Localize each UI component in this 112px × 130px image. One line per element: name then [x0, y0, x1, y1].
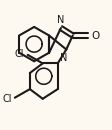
Text: N: N — [60, 53, 68, 63]
Text: O: O — [91, 31, 99, 41]
Text: Cl: Cl — [2, 94, 12, 104]
Text: Cl: Cl — [15, 49, 25, 59]
Text: N: N — [57, 15, 65, 25]
